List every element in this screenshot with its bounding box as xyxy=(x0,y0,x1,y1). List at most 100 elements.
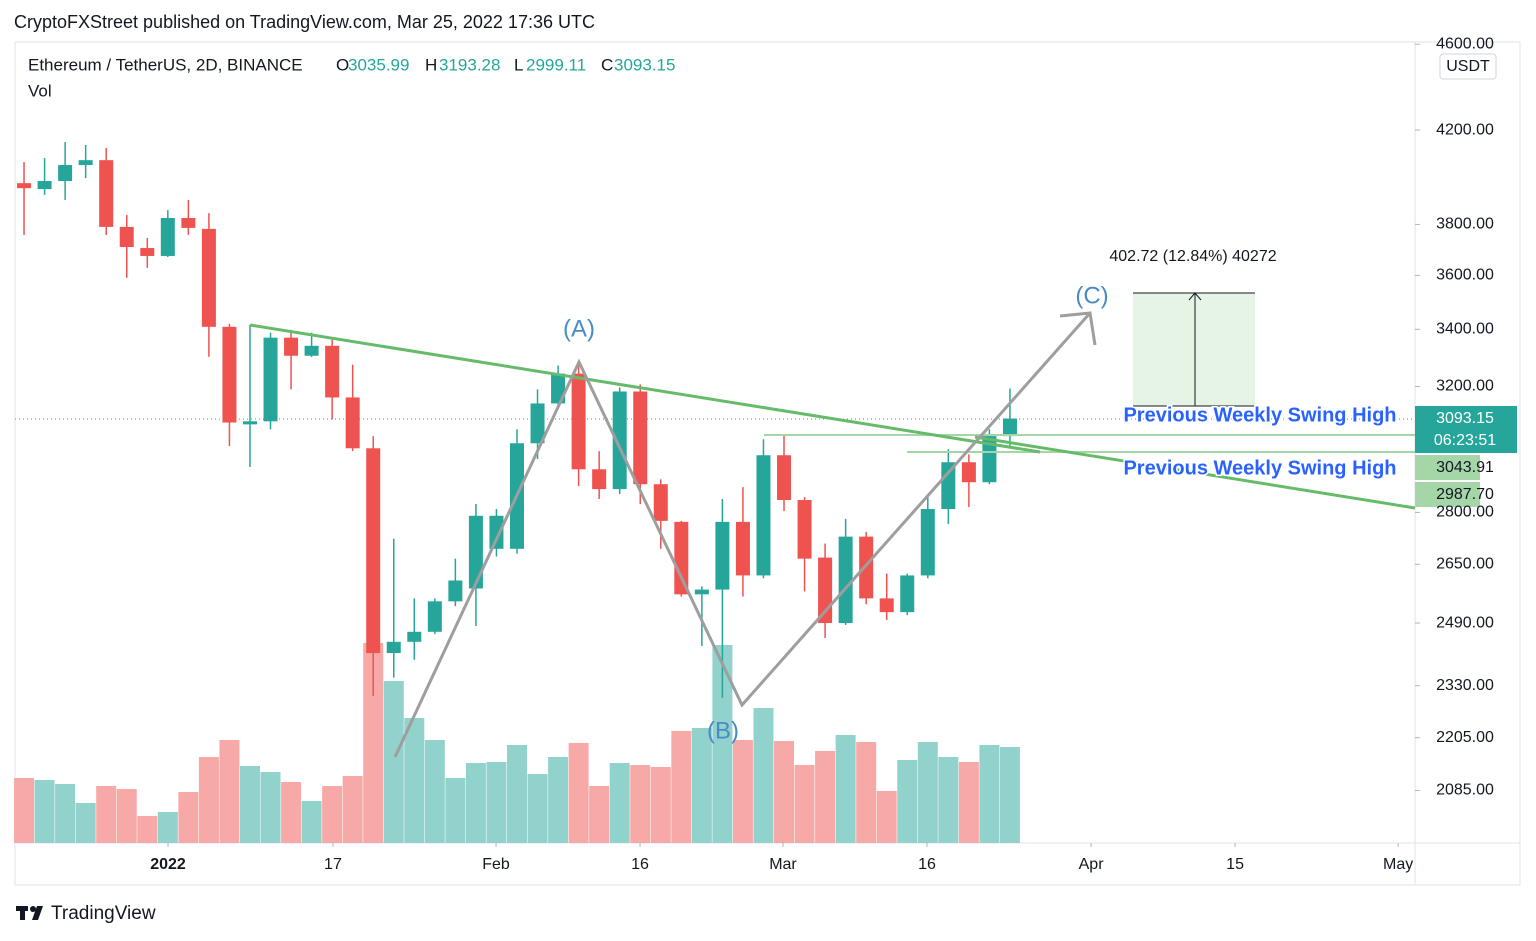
candle-body xyxy=(694,589,709,595)
volume-bar xyxy=(671,731,692,843)
measure-box xyxy=(1133,293,1255,406)
volume-bar xyxy=(363,643,384,843)
wave-label: (A) xyxy=(563,315,595,342)
volume-bar xyxy=(34,780,55,843)
candle-body xyxy=(571,373,586,470)
candle-body xyxy=(777,455,792,501)
countdown-label: 06:23:51 xyxy=(1434,432,1496,449)
volume-bar xyxy=(465,763,486,843)
candle-body xyxy=(222,326,237,423)
wave-label: (C) xyxy=(1075,282,1108,309)
x-tick-label: Feb xyxy=(482,856,510,873)
ohlc-value: 2999.11 xyxy=(526,55,586,74)
volume-bar xyxy=(650,767,671,843)
volume-bar xyxy=(342,776,363,843)
candle-body xyxy=(735,521,750,576)
volume-bar xyxy=(958,762,979,843)
volume-bar xyxy=(527,774,548,843)
swing-label: Previous Weekly Swing High xyxy=(1123,404,1396,426)
volume-title: Vol xyxy=(28,81,52,100)
y-tick-label: 2650.00 xyxy=(1436,556,1494,573)
level-label: 3043.91 xyxy=(1436,459,1494,476)
volume-bar xyxy=(712,645,733,843)
candle-body xyxy=(325,345,340,398)
candle-body xyxy=(99,160,114,227)
candle-body xyxy=(181,217,196,228)
volume-layer xyxy=(14,643,1020,843)
volume-bar xyxy=(938,757,959,843)
candle-body xyxy=(366,448,381,654)
currency-box xyxy=(1439,53,1497,80)
x-tick-label: 2022 xyxy=(150,856,186,873)
candle-body xyxy=(633,391,648,485)
candle-body xyxy=(756,455,771,576)
candle-body xyxy=(900,575,915,613)
candle-body xyxy=(58,165,73,182)
candle-body xyxy=(386,641,401,654)
y-tick-label: 3400.00 xyxy=(1436,321,1494,338)
volume-bar xyxy=(96,786,117,843)
candle-body xyxy=(407,631,422,642)
trendline xyxy=(974,435,1416,510)
candle-body xyxy=(797,500,812,559)
volume-bar xyxy=(260,772,281,843)
ohlc-value: 3035.99 xyxy=(348,55,409,74)
x-tick-label: 16 xyxy=(918,856,936,873)
volume-bar xyxy=(691,728,712,843)
candle-body xyxy=(345,397,360,449)
volume-bar xyxy=(589,786,610,843)
level-box xyxy=(1415,455,1480,480)
volume-bar xyxy=(999,747,1020,843)
candle-body xyxy=(448,580,463,602)
volume-bar xyxy=(630,765,651,843)
volume-bar xyxy=(897,760,918,843)
volume-bar xyxy=(157,812,178,843)
candle-body xyxy=(920,509,935,576)
wave-arrowhead xyxy=(1059,311,1097,346)
measure-label: 402.72 (12.84%) 40272 xyxy=(1109,248,1276,265)
volume-bar xyxy=(14,778,35,843)
candle-body xyxy=(879,598,894,613)
volume-bar xyxy=(322,786,343,843)
volume-bar xyxy=(917,742,938,843)
candle-body xyxy=(982,436,997,483)
candle-body xyxy=(489,515,504,549)
measure-arrowhead xyxy=(1188,292,1202,301)
swing-label: Previous Weekly Swing High xyxy=(1123,457,1396,479)
volume-bar xyxy=(876,791,897,843)
wave-label: (B) xyxy=(707,717,739,744)
candle-body xyxy=(653,484,668,521)
volume-bar xyxy=(75,803,96,843)
level-label: 2987.70 xyxy=(1436,486,1494,503)
ohlc-key: C xyxy=(601,55,613,74)
ohlc-key: H xyxy=(425,55,437,74)
candle-body xyxy=(263,337,278,422)
candle-body xyxy=(612,391,627,490)
candle-body xyxy=(37,181,52,190)
y-tick-label: 3200.00 xyxy=(1436,378,1494,395)
candle-body xyxy=(674,521,689,595)
ohlc-key: O xyxy=(336,55,349,74)
volume-bar xyxy=(198,757,219,843)
candle-body xyxy=(119,226,134,248)
volume-bar xyxy=(383,681,404,843)
candle-body xyxy=(859,536,874,599)
candle-layer xyxy=(17,142,1017,698)
volume-bar xyxy=(486,762,507,843)
volume-bar xyxy=(219,740,240,843)
wave-path xyxy=(393,312,1092,758)
x-tick-label: May xyxy=(1383,856,1413,873)
y-tick-label: 4200.00 xyxy=(1436,121,1494,138)
level-box xyxy=(1415,482,1480,507)
volume-bar xyxy=(137,816,158,843)
volume-bar xyxy=(506,745,527,843)
candle-body xyxy=(961,462,976,483)
volume-bar xyxy=(979,745,1000,843)
trendline xyxy=(249,323,1041,454)
ohlc-value: 3193.28 xyxy=(439,55,500,74)
volume-bar xyxy=(732,740,753,843)
y-tick-label: 2205.00 xyxy=(1436,729,1494,746)
published-line: CryptoFXStreet published on TradingView.… xyxy=(14,12,595,32)
y-tick-label: 2085.00 xyxy=(1436,782,1494,799)
